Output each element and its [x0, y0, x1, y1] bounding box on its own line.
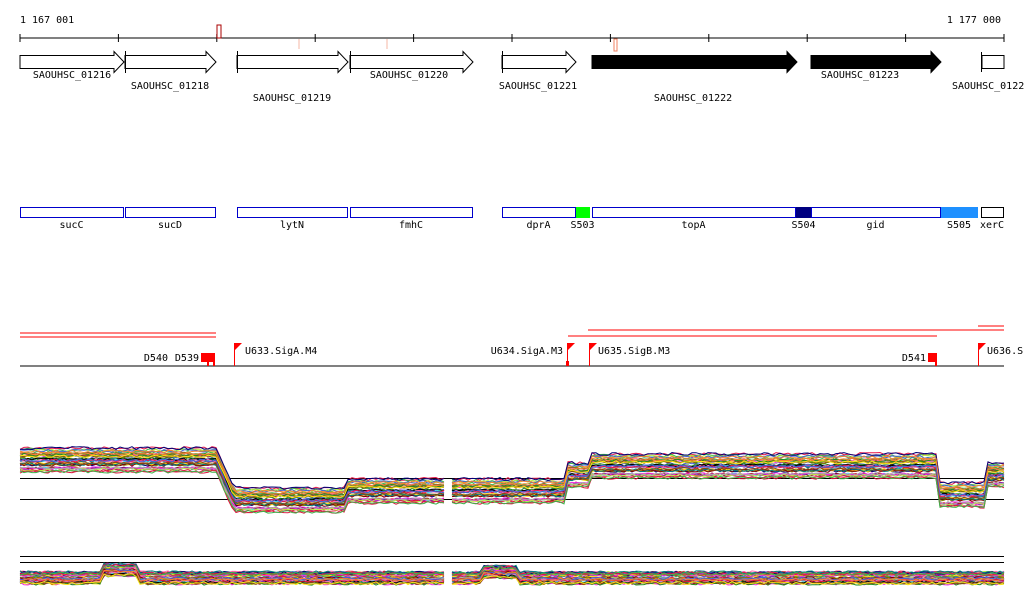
- expression-profile-line: [451, 575, 1005, 585]
- annotation-label: fmhC: [399, 220, 423, 231]
- annotation-label: topA: [681, 220, 705, 231]
- annotation-label: gid: [866, 220, 884, 231]
- feature-label: D540: [144, 353, 168, 364]
- gene-saouhsc_01216[interactable]: SAOUHSC_01216: [19, 50, 125, 82]
- expression-profile-line: [451, 565, 1005, 576]
- annotation-label: S505: [947, 220, 971, 231]
- feature-u636[interactable]: U636.S: [978, 343, 1023, 366]
- expression-profile-line: [19, 469, 445, 514]
- annotation-label: xerC: [980, 220, 1004, 231]
- expression-profile-line: [451, 571, 1005, 581]
- expression-profile-line: [451, 451, 1005, 485]
- annotation-track: sucC sucD lytN fmhC dprA S503 topA S504 gid S505 x…: [20, 207, 1004, 232]
- feature-label: U633.SigA.M4: [245, 346, 317, 357]
- expression-profile-line: [451, 575, 1005, 586]
- annotation-label: dprA: [526, 220, 550, 231]
- gene-saouhsc_01220[interactable]: SAOUHSC_01220: [349, 50, 474, 81]
- annotation-s505[interactable]: S505: [941, 207, 978, 232]
- annotation-label: sucC: [59, 220, 83, 231]
- feature-u633[interactable]: U633.SigA.M4: [234, 343, 317, 366]
- annotation-label: sucD: [158, 220, 182, 231]
- expression-profile-line: [451, 572, 1005, 583]
- feature-label: U635.SigB.M3: [598, 346, 670, 357]
- expression-profile-line: [19, 569, 444, 582]
- annotation-fmhc[interactable]: fmhC: [350, 207, 473, 232]
- snp-marker: [298, 39, 300, 49]
- annotation-topa[interactable]: topA: [592, 207, 796, 232]
- annotation-lytn[interactable]: lytN: [237, 207, 348, 232]
- feature-label: D541: [902, 353, 926, 364]
- expression-profile-line: [19, 449, 445, 494]
- expression-profile-line: [19, 466, 445, 510]
- ruler-end-label: 1 177 000: [947, 15, 1001, 26]
- gene-track: SAOUHSC_01216 SAOUHSC_01218 SAOUHSC_01219 S…: [19, 50, 1024, 105]
- feature-d539[interactable]: D539: [175, 353, 215, 366]
- snp-marker: [386, 39, 388, 49]
- annotation-label: lytN: [280, 220, 304, 231]
- feature-label: U634.SigA.M3: [491, 346, 563, 357]
- expression-profile-line: [451, 571, 1005, 582]
- annotation-s503[interactable]: S503: [570, 207, 595, 232]
- gene-saouhsc_0122[interactable]: SAOUHSC_0122: [952, 52, 1024, 92]
- ruler-start-label: 1 167 001: [20, 15, 74, 26]
- expression-profile-line: [19, 573, 445, 586]
- gene-saouhsc_01219[interactable]: SAOUHSC_01219: [236, 50, 349, 104]
- gene-saouhsc_01223[interactable]: SAOUHSC_01223: [810, 50, 942, 82]
- expression-profile-line: [19, 446, 445, 490]
- expression-profile-line: [451, 466, 1005, 500]
- expression-profile-line: [451, 475, 1005, 509]
- annotation-label: S503: [570, 220, 594, 231]
- feature-label: U636.S: [987, 346, 1023, 357]
- gene-saouhsc_01221[interactable]: SAOUHSC_01221: [499, 50, 577, 92]
- gene-saouhsc_01218[interactable]: SAOUHSC_01218: [124, 50, 217, 92]
- expression-profile-line: [19, 564, 445, 576]
- expression-profile-line: [451, 455, 1005, 489]
- gene-label: SAOUHSC_01222: [654, 93, 732, 104]
- gene-saouhsc_01222[interactable]: SAOUHSC_01222: [591, 50, 798, 105]
- annotation-gid[interactable]: gid: [811, 207, 941, 232]
- expression-track-1: [19, 446, 1005, 514]
- gene-label: SAOUHSC_01223: [821, 70, 899, 81]
- position-marker[interactable]: [216, 24, 222, 39]
- snp-marker: [613, 38, 618, 52]
- expression-profile-line: [19, 460, 445, 506]
- gene-label: SAOUHSC_0122: [952, 81, 1024, 92]
- gene-label: SAOUHSC_01218: [131, 81, 209, 92]
- annotation-xerc[interactable]: xerC: [980, 207, 1004, 232]
- expression-profile-line: [451, 464, 1005, 498]
- feature-label: D539: [175, 353, 199, 364]
- annotation-succ[interactable]: sucC: [20, 207, 124, 232]
- coordinate-ruler: 1 167 001 1 177 000: [19, 15, 1005, 52]
- expression-profile-line: [451, 457, 1005, 491]
- expression-profile-line: [19, 451, 445, 496]
- expression-track-2: [19, 556, 1005, 586]
- feature-d541[interactable]: D541: [902, 353, 937, 366]
- feature-track: D539 D540 U633.SigA.M4 U634.SigA.M3 U635…: [20, 325, 1023, 367]
- expression-profile-line: [451, 471, 1005, 506]
- expression-profile-line: [19, 458, 445, 503]
- feature-d540[interactable]: D540: [144, 353, 168, 364]
- gene-label: SAOUHSC_01219: [253, 93, 331, 104]
- gene-label: SAOUHSC_01221: [499, 81, 577, 92]
- feature-u634[interactable]: U634.SigA.M3: [491, 343, 575, 366]
- feature-u635[interactable]: U635.SigB.M3: [589, 343, 670, 366]
- expression-profile-line: [19, 563, 445, 576]
- annotation-dpra[interactable]: dprA: [502, 207, 576, 232]
- expression-profile-line: [19, 565, 445, 578]
- expression-profile-line: [19, 571, 445, 584]
- gene-label: SAOUHSC_01220: [370, 70, 448, 81]
- annotation-sucd[interactable]: sucD: [125, 207, 216, 232]
- annotation-label: S504: [791, 220, 815, 231]
- expression-profile-line: [451, 460, 1005, 494]
- expression-profile-line: [19, 454, 445, 499]
- gene-label: SAOUHSC_01216: [33, 70, 111, 81]
